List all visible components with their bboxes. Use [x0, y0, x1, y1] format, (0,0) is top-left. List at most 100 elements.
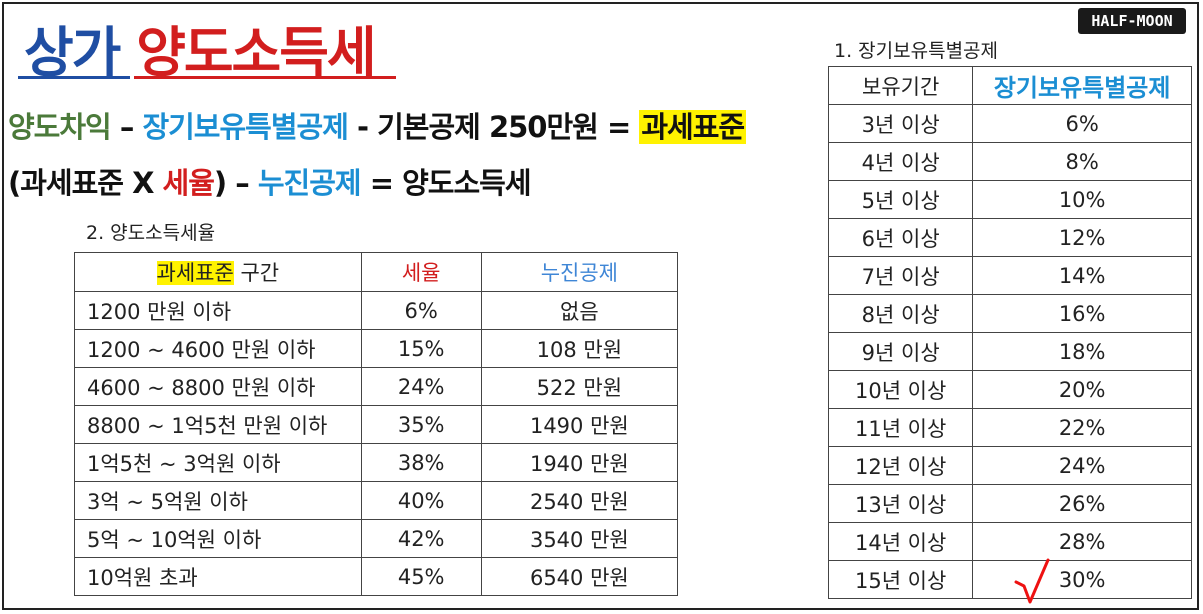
table-row: 10억원 초과 45% 6540 만원 — [74, 557, 679, 596]
header-deduction: 누진공제 — [480, 252, 679, 292]
cell-range: 3억 ~ 5억원 이하 — [74, 481, 362, 520]
cell-ltd-rate: 30% — [972, 560, 1192, 599]
cell-ltd-rate: 26% — [972, 484, 1192, 523]
formula-equals: = — [597, 110, 640, 144]
title-part2: 양도소득세 — [136, 21, 376, 84]
cell-period: 14년 이상 — [827, 522, 974, 561]
table-header-row: 보유기간 장기보유특별공제 — [827, 66, 1192, 105]
cell-ltd-rate: 18% — [972, 332, 1192, 371]
table-row: 5억 ~ 10억원 이하 42% 3540 만원 — [74, 519, 679, 558]
cell-deduction: 6540 만원 — [480, 557, 679, 596]
table-row: 14년 이상 28% — [827, 522, 1192, 561]
cell-ltd-rate: 12% — [972, 218, 1192, 257]
table-row: 4년 이상 8% — [827, 142, 1192, 181]
table-row: 15년 이상 30% — [827, 560, 1192, 599]
table-row: 4600 ~ 8800 만원 이하 24% 522 만원 — [74, 367, 679, 406]
cell-deduction: 3540 만원 — [480, 519, 679, 558]
cell-ltd-rate: 24% — [972, 446, 1192, 485]
table-row: 11년 이상 22% — [827, 408, 1192, 447]
formula-rate: 세율 — [162, 166, 215, 200]
cell-range: 8800 ~ 1억5천 만원 이하 — [74, 405, 362, 444]
cell-ltd-rate: 22% — [972, 408, 1192, 447]
table-row: 1200 ~ 4600 만원 이하 15% 108 만원 — [74, 329, 679, 368]
cell-rate: 40% — [360, 481, 482, 520]
formula-tax: (과세표준 X 세율) – 누진공제 = 양도소득세 — [8, 160, 532, 202]
cell-period: 8년 이상 — [827, 294, 974, 333]
table-row: 12년 이상 24% — [827, 446, 1192, 485]
title-underline — [18, 76, 396, 79]
formula-open: (과세표준 X — [8, 166, 163, 200]
formula-sep: – — [110, 110, 143, 144]
ltd-table: 보유기간 장기보유특별공제 3년 이상 6% 4년 이상 8% 5년 이상 10% 6년 이… — [827, 66, 1192, 599]
formula-result: = 양도소득세 — [360, 166, 532, 200]
cell-range: 1억5천 ~ 3억원 이하 — [74, 443, 362, 482]
cell-period: 6년 이상 — [827, 218, 974, 257]
cell-rate: 35% — [360, 405, 482, 444]
table-header-row: 과세표준 구간 세율 누진공제 — [74, 252, 679, 292]
cell-rate: 38% — [360, 443, 482, 482]
cell-period: 12년 이상 — [827, 446, 974, 485]
cell-period: 10년 이상 — [827, 370, 974, 409]
header-rate: 세율 — [360, 252, 482, 292]
cell-ltd-rate: 16% — [972, 294, 1192, 333]
cell-range: 10억원 초과 — [74, 557, 362, 596]
formula-progressive: 누진공제 — [257, 166, 362, 200]
table-row: 6년 이상 12% — [827, 218, 1192, 257]
table-row: 1억5천 ~ 3억원 이하 38% 1940 만원 — [74, 443, 679, 482]
cell-period: 4년 이상 — [827, 142, 974, 181]
table-row: 13년 이상 26% — [827, 484, 1192, 523]
cell-rate: 42% — [360, 519, 482, 558]
table-row: 8년 이상 16% — [827, 294, 1192, 333]
table-row: 8800 ~ 1억5천 만원 이하 35% 1490 만원 — [74, 405, 679, 444]
formula-close: ) — [213, 166, 227, 200]
formula-gain: 양도차익 — [8, 110, 112, 144]
ltd-table-label: 1. 장기보유특별공제 — [834, 40, 999, 62]
cell-ltd-rate: 14% — [972, 256, 1192, 295]
cell-rate: 15% — [360, 329, 482, 368]
cell-period: 9년 이상 — [827, 332, 974, 371]
checkmark-icon — [1014, 558, 1050, 604]
table-row: 10년 이상 20% — [827, 370, 1192, 409]
cell-deduction: 없음 — [480, 291, 679, 330]
header-period: 보유기간 — [827, 66, 974, 105]
header-ltd-deduction: 장기보유특별공제 — [972, 66, 1192, 105]
table-row: 7년 이상 14% — [827, 256, 1192, 295]
cell-deduction: 522 만원 — [480, 367, 679, 406]
cell-ltd-rate: 20% — [972, 370, 1192, 409]
cell-deduction: 2540 만원 — [480, 481, 679, 520]
header-range: 과세표준 구간 — [74, 252, 362, 292]
cell-period: 3년 이상 — [827, 104, 974, 143]
formula-basic-deduction: 기본공제 250만원 — [377, 110, 599, 144]
formula-ltd: 장기보유특별공제 — [142, 110, 348, 144]
cell-ltd-rate: 10% — [972, 180, 1192, 219]
formula-sep: - — [347, 110, 378, 144]
cell-ltd-rate: 28% — [972, 522, 1192, 561]
cell-rate: 6% — [360, 291, 482, 330]
formula-sep: – — [226, 166, 258, 200]
cell-range: 1200 만원 이하 — [74, 291, 362, 330]
cell-ltd-rate: 8% — [972, 142, 1192, 181]
cell-range: 4600 ~ 8800 만원 이하 — [74, 367, 362, 406]
rate-table-label: 2. 양도소득세율 — [86, 222, 216, 244]
table-row: 3억 ~ 5억원 이하 40% 2540 만원 — [74, 481, 679, 520]
cell-rate: 45% — [360, 557, 482, 596]
table-row: 1200 만원 이하 6% 없음 — [74, 291, 679, 330]
channel-logo: HALF-MOON — [1078, 8, 1186, 34]
tax-rate-table: 과세표준 구간 세율 누진공제 1200 만원 이하 6% 없음 1200 ~ 460… — [74, 252, 679, 596]
table-row: 3년 이상 6% — [827, 104, 1192, 143]
cell-period: 5년 이상 — [827, 180, 974, 219]
cell-period: 13년 이상 — [827, 484, 974, 523]
page-title: 상가 양도소득세 — [24, 8, 377, 87]
formula-taxbase: 과세표준 — [639, 110, 747, 144]
cell-deduction: 1490 만원 — [480, 405, 679, 444]
cell-ltd-rate: 6% — [972, 104, 1192, 143]
cell-period: 7년 이상 — [827, 256, 974, 295]
table-row: 9년 이상 18% — [827, 332, 1192, 371]
cell-rate: 24% — [360, 367, 482, 406]
cell-range: 1200 ~ 4600 만원 이하 — [74, 329, 362, 368]
cell-deduction: 108 만원 — [480, 329, 679, 368]
cell-period: 11년 이상 — [827, 408, 974, 447]
cell-range: 5억 ~ 10억원 이하 — [74, 519, 362, 558]
formula-taxable-base: 양도차익 – 장기보유특별공제 - 기본공제 250만원 = 과세표준 — [8, 104, 747, 146]
